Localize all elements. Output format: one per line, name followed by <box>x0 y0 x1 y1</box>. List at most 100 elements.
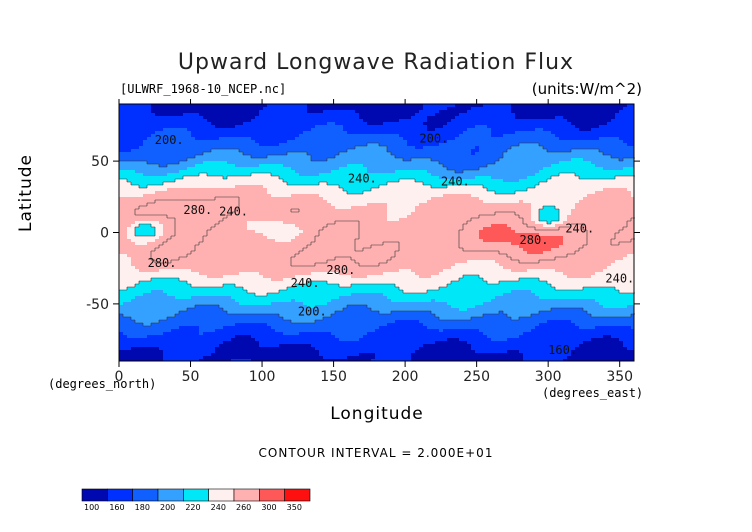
field-cell <box>163 194 168 198</box>
field-cell <box>595 188 600 192</box>
field-cell <box>631 170 635 174</box>
field-cell <box>139 215 144 219</box>
field-cell <box>595 149 600 153</box>
field-cell <box>199 170 204 174</box>
field-cell <box>255 131 260 135</box>
field-cell <box>363 179 368 183</box>
field-cell <box>611 116 616 120</box>
field-cell <box>347 161 352 165</box>
field-cell <box>587 152 592 156</box>
field-cell <box>331 215 336 219</box>
field-cell <box>611 185 616 189</box>
field-cell <box>511 116 516 120</box>
field-cell <box>135 131 140 135</box>
field-cell <box>623 146 628 150</box>
field-cell <box>371 176 376 180</box>
field-cell <box>387 179 392 183</box>
field-cell <box>135 179 140 183</box>
field-cell <box>411 167 416 171</box>
field-cell <box>571 104 576 108</box>
field-cell <box>555 134 560 138</box>
field-cell <box>135 146 140 150</box>
field-cell <box>555 206 560 210</box>
field-cell <box>119 218 124 222</box>
field-cell <box>467 194 472 198</box>
field-cell <box>427 197 432 201</box>
field-cell <box>351 137 356 141</box>
field-cell <box>267 155 272 159</box>
field-cell <box>443 209 448 213</box>
field-cell <box>139 155 144 159</box>
field-cell <box>167 149 172 153</box>
field-cell <box>455 125 460 129</box>
field-cell <box>551 200 556 204</box>
field-cell <box>191 149 196 153</box>
field-cell <box>627 122 632 126</box>
field-cell <box>627 167 632 171</box>
field-cell <box>539 176 544 180</box>
field-cell <box>171 149 176 153</box>
field-cell <box>139 197 144 201</box>
field-cell <box>295 137 300 141</box>
field-cell <box>171 110 176 114</box>
field-cell <box>331 188 336 192</box>
field-cell <box>555 212 560 216</box>
field-cell <box>359 179 364 183</box>
field-cell <box>147 143 152 147</box>
field-cell <box>547 179 552 183</box>
field-cell <box>147 110 152 114</box>
field-cell <box>535 176 540 180</box>
field-cell <box>395 218 400 222</box>
field-cell <box>267 167 272 171</box>
field-cell <box>359 164 364 168</box>
field-cell <box>363 161 368 165</box>
field-cell <box>291 125 296 129</box>
field-cell <box>215 155 220 159</box>
field-cell <box>423 143 428 147</box>
field-cell <box>539 140 544 144</box>
field-cell <box>311 218 316 222</box>
field-cell <box>455 200 460 204</box>
field-cell <box>615 107 620 111</box>
field-cell <box>479 218 484 222</box>
field-cell <box>207 155 212 159</box>
field-cell <box>331 182 336 186</box>
field-cell <box>523 140 528 144</box>
field-cell <box>583 104 588 108</box>
field-cell <box>599 203 604 207</box>
field-cell <box>551 188 556 192</box>
field-cell <box>583 212 588 216</box>
field-cell <box>243 179 248 183</box>
field-cell <box>363 146 368 150</box>
field-cell <box>331 164 336 168</box>
field-cell <box>535 203 540 207</box>
field-cell <box>567 146 572 150</box>
field-cell <box>607 140 612 144</box>
field-cell <box>267 164 272 168</box>
field-cell <box>563 182 568 186</box>
field-cell <box>587 131 592 135</box>
field-cell <box>179 215 184 219</box>
field-cell <box>443 200 448 204</box>
field-cell <box>335 128 340 132</box>
field-cell <box>379 197 384 201</box>
field-cell <box>599 209 604 213</box>
field-cell <box>311 149 316 153</box>
field-cell <box>463 104 468 108</box>
field-cell <box>155 155 160 159</box>
field-cell <box>579 131 584 135</box>
field-cell <box>319 179 324 183</box>
field-cell <box>295 194 300 198</box>
field-cell <box>323 170 328 174</box>
field-cell <box>463 161 468 165</box>
field-cell <box>235 155 240 159</box>
field-cell <box>415 194 420 198</box>
field-cell <box>495 116 500 120</box>
field-cell <box>395 134 400 138</box>
field-cell <box>447 122 452 126</box>
field-cell <box>155 164 160 168</box>
field-cell <box>599 179 604 183</box>
field-cell <box>555 149 560 153</box>
field-cell <box>119 152 124 156</box>
field-cell <box>307 116 312 120</box>
